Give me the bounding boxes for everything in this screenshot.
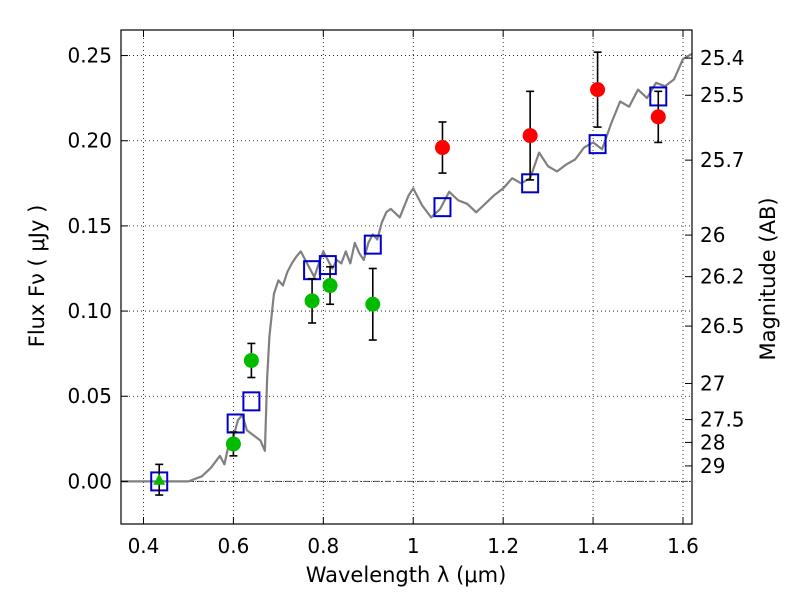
optical-flux-point: [322, 278, 338, 294]
x-tick-label: 0.4: [128, 534, 160, 558]
y-tick-label: 0.15: [67, 214, 112, 238]
magnitude-tick-label: 26.2: [700, 265, 745, 289]
magnitude-tick-label: 25.7: [700, 148, 745, 172]
model-bandpass-square: [242, 391, 261, 412]
magnitude-tick-label: 27.5: [700, 408, 745, 432]
x-tick-label: 1.2: [487, 534, 519, 558]
y-tick-label: 0.20: [67, 129, 112, 153]
x-tick-label: 1.4: [577, 534, 609, 558]
model-bandpass-square: [318, 255, 337, 276]
magnitude-tick-label: 25.4: [700, 46, 745, 70]
optical-flux-point: [225, 436, 241, 452]
optical-flux-point: [243, 352, 259, 368]
x-tick-label: 0.6: [217, 534, 249, 558]
optical-flux-point: [304, 293, 320, 309]
optical-flux-triangle: [153, 473, 166, 485]
y-tick-label: 0.25: [67, 44, 112, 68]
tick-layer: 0.4 0.6 0.8 1 1.2 1.4 1.6 0.00 0.05 0.10 0.15 0.20 0…: [67, 30, 745, 558]
data-layer: [121, 51, 693, 496]
model-sed-line: [121, 52, 693, 483]
nir-flux-point: [434, 140, 450, 156]
nir-flux-point: [522, 128, 538, 144]
y-axis-label: Flux Fν ( μJy ): [25, 205, 49, 348]
magnitude-tick-label: 26.5: [700, 314, 745, 338]
right-axis-label: Magnitude (AB): [756, 197, 780, 360]
y-tick-label: 0.10: [67, 299, 112, 323]
model-bandpass-square: [363, 234, 382, 255]
x-tick-label: 1: [407, 534, 420, 558]
magnitude-tick-label: 28: [700, 430, 725, 454]
nir-flux-point: [650, 109, 666, 125]
nir-flux-point: [590, 82, 606, 98]
magnitude-tick-label: 29: [700, 454, 725, 478]
magnitude-tick-label: 25.5: [700, 83, 745, 107]
magnitude-tick-label: 26: [700, 223, 725, 247]
y-tick-label: 0.05: [67, 384, 112, 408]
x-tick-label: 0.8: [307, 534, 339, 558]
y-tick-label: 0.00: [67, 469, 112, 493]
magnitude-tick-label: 27: [700, 371, 725, 395]
model-bandpass-square: [433, 197, 452, 218]
x-axis-label: Wavelength λ (μm): [306, 563, 507, 587]
model-bandpass-square: [588, 134, 607, 155]
x-tick-label: 1.6: [667, 534, 699, 558]
optical-flux-point: [365, 296, 381, 312]
